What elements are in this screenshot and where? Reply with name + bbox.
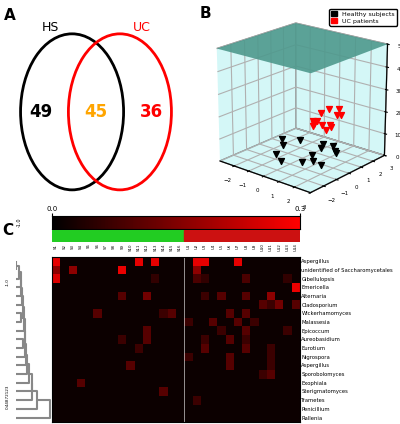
Text: U10: U10 [261,243,265,251]
Text: S6: S6 [96,243,100,248]
Text: U13: U13 [286,243,290,251]
Legend: Healthy subjects, UC patients: Healthy subjects, UC patients [329,9,397,25]
Text: S4: S4 [79,243,83,248]
Text: U11: U11 [269,243,273,251]
Text: S1: S1 [54,243,58,248]
Text: S12: S12 [145,243,149,251]
Text: S14: S14 [162,243,166,251]
Text: S8: S8 [112,243,116,248]
Text: U1: U1 [186,243,190,249]
Text: U5: U5 [220,243,224,249]
Text: U14: U14 [294,243,298,251]
Text: S9: S9 [120,243,124,248]
Text: A: A [4,8,16,23]
Text: S10: S10 [128,243,132,251]
Text: -1.0: -1.0 [6,278,10,286]
Text: S11: S11 [137,243,141,251]
Text: U2: U2 [195,243,199,249]
Text: 45: 45 [84,103,108,121]
Text: S3: S3 [71,243,75,248]
Text: HS: HS [41,22,59,34]
Text: U7: U7 [236,243,240,249]
Text: S13: S13 [153,243,157,251]
Text: 49: 49 [29,103,52,121]
Text: U6: U6 [228,243,232,249]
Bar [52,230,184,241]
Text: 36: 36 [140,103,163,121]
Text: S16: S16 [178,243,182,251]
Text: S2: S2 [62,243,66,248]
Bar [184,230,300,241]
Text: B: B [200,6,212,21]
Text: U9: U9 [252,243,256,249]
Text: S7: S7 [104,243,108,248]
Text: U4: U4 [211,243,215,249]
Text: 0.44872123: 0.44872123 [6,385,10,410]
Text: -1.0: -1.0 [17,218,22,227]
Text: U3: U3 [203,243,207,249]
Text: U12: U12 [277,243,281,251]
Text: S15: S15 [170,243,174,251]
Text: C: C [2,223,14,238]
Text: S5: S5 [87,243,91,248]
Text: U8: U8 [244,243,248,249]
Text: UC: UC [133,22,151,34]
